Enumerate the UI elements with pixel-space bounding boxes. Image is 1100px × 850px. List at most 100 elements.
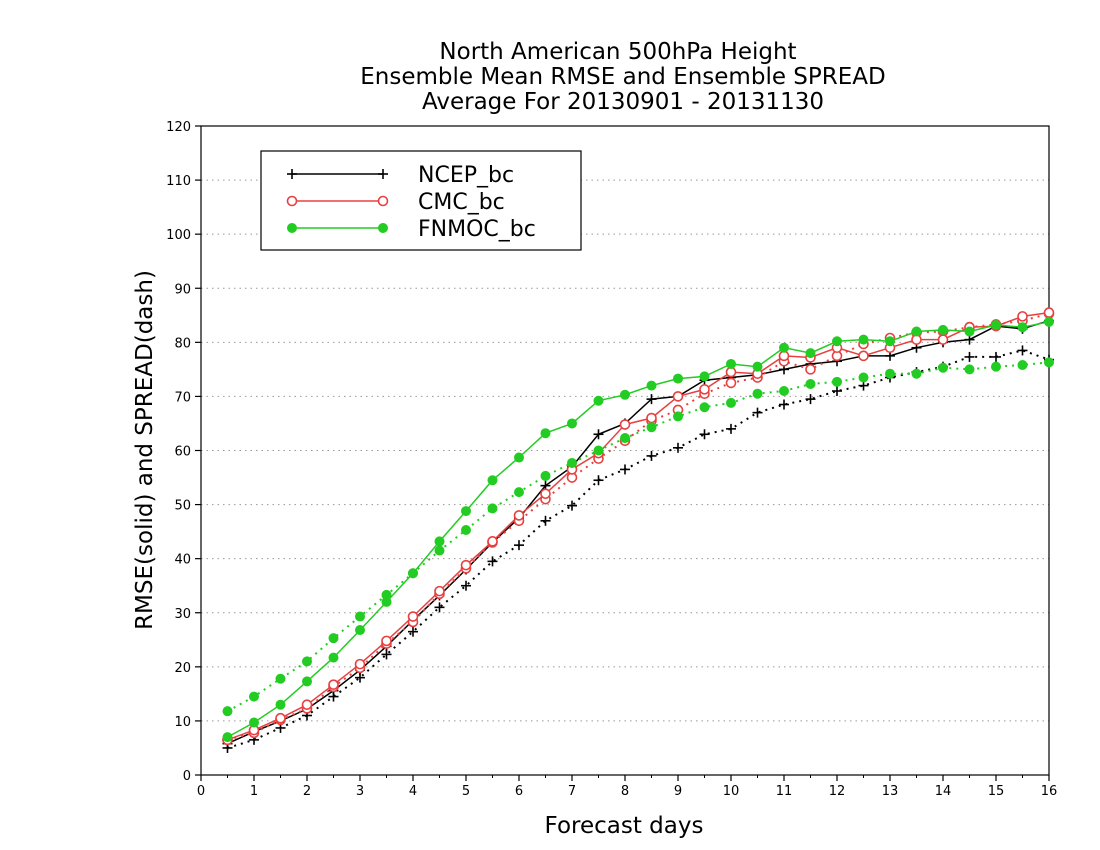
point-fnmoc-bc-rmse: [434, 536, 445, 547]
point-fnmoc-bc-spread: [832, 376, 842, 387]
point-ncep-bc-spread: [540, 515, 551, 526]
point-cmc-bc-rmse: [328, 679, 339, 690]
point-ncep-bc-rmse: [646, 394, 657, 405]
point-ncep-bc-spread: [964, 351, 975, 362]
point-fnmoc-bc-spread: [964, 364, 975, 375]
point-fnmoc-bc-spread: [567, 457, 577, 468]
point-cmc-bc-rmse: [672, 391, 684, 402]
point-fnmoc-bc-rmse: [302, 676, 312, 687]
point-fnmoc-bc-spread: [514, 487, 524, 498]
point-fnmoc-bc-spread: [434, 545, 445, 556]
x-tick-label: 13: [882, 784, 899, 799]
chart-title-line-3: Average For 20130901 - 20131130: [422, 89, 824, 115]
series-fnmoc-bc-rmse: [222, 316, 1054, 743]
series-ncep-bc-spread-line: [227, 349, 1050, 749]
x-tick-label: 0: [197, 784, 205, 799]
x-axis-label: Forecast days: [545, 813, 704, 839]
y-tick-label: 30: [174, 607, 191, 622]
point-ncep-bc-spread: [620, 464, 630, 475]
chart-title-line-2: Ensemble Mean RMSE and Ensemble SPREAD: [360, 64, 885, 90]
x-tick-label: 5: [462, 784, 470, 799]
x-tick-label: 7: [568, 784, 576, 799]
y-tick-label: 20: [174, 661, 191, 676]
point-fnmoc-bc-spread: [885, 368, 895, 379]
x-tick-label: 14: [935, 784, 952, 799]
series-fnmoc-bc-spread-line: [227, 361, 1050, 713]
legend-marker: [378, 223, 388, 233]
point-fnmoc-bc-rmse: [593, 395, 604, 406]
point-fnmoc-bc-rmse: [832, 336, 842, 347]
x-tick-label: 4: [409, 784, 417, 799]
point-fnmoc-bc-spread: [991, 361, 1001, 372]
x-tick-label: 8: [621, 784, 629, 799]
point-fnmoc-bc-spread: [673, 411, 683, 422]
y-tick-label: 110: [166, 174, 191, 189]
y-tick-label: 0: [183, 769, 191, 784]
point-fnmoc-bc-spread: [249, 691, 259, 702]
point-fnmoc-bc-rmse: [752, 361, 763, 372]
point-fnmoc-bc-rmse: [699, 371, 710, 382]
x-tick-label: 6: [515, 784, 523, 799]
point-fnmoc-bc-spread: [328, 633, 339, 644]
point-ncep-bc-rmse: [593, 429, 604, 440]
point-ncep-bc-spread: [726, 423, 736, 434]
point-fnmoc-bc-rmse: [381, 596, 392, 607]
point-cmc-bc-rmse: [858, 350, 869, 362]
point-fnmoc-bc-spread: [275, 673, 286, 684]
point-cmc-bc-spread: [725, 377, 737, 389]
point-cmc-bc-spread: [805, 364, 816, 375]
point-cmc-bc-rmse: [937, 334, 949, 345]
point-fnmoc-bc-rmse: [514, 452, 524, 463]
x-tick-label: 10: [723, 784, 740, 799]
point-cmc-bc-rmse: [275, 712, 286, 724]
point-fnmoc-bc-spread: [355, 611, 365, 622]
point-ncep-bc-spread: [991, 351, 1001, 362]
point-ncep-bc-spread: [593, 475, 604, 486]
point-cmc-bc-rmse: [513, 510, 525, 521]
legend-entry-cmc-bc: CMC_bc: [286, 190, 505, 215]
chart-title-line-1: North American 500hPa Height: [439, 39, 796, 65]
point-fnmoc-bc-rmse: [938, 324, 948, 335]
legend-label-ncep-bc: NCEP_bc: [418, 163, 514, 188]
point-fnmoc-bc-rmse: [805, 348, 816, 359]
point-fnmoc-bc-spread: [938, 362, 948, 373]
point-fnmoc-bc-spread: [302, 656, 312, 667]
point-fnmoc-bc-rmse: [620, 389, 630, 400]
point-cmc-bc-rmse: [407, 611, 419, 622]
x-tick-label: 12: [829, 784, 846, 799]
point-ncep-bc-spread: [646, 450, 657, 461]
series-layer: [222, 307, 1055, 753]
point-ncep-bc-spread: [487, 556, 498, 567]
point-fnmoc-bc-rmse: [991, 320, 1001, 331]
legend-marker: [378, 169, 388, 179]
point-ncep-bc-spread: [1017, 345, 1028, 356]
y-axis-label: RMSE(solid) and SPREAD(dash): [132, 270, 158, 630]
point-cmc-bc-rmse: [699, 384, 710, 395]
point-fnmoc-bc-rmse: [726, 358, 736, 369]
legend-entry-fnmoc-bc: FNMOC_bc: [287, 217, 536, 242]
x-tick-label: 1: [250, 784, 258, 799]
y-tick-label: 80: [174, 336, 191, 351]
point-fnmoc-bc-spread: [726, 397, 736, 408]
y-tick-label: 100: [166, 228, 191, 243]
point-cmc-bc-rmse: [354, 658, 366, 670]
point-fnmoc-bc-spread: [487, 503, 498, 514]
point-fnmoc-bc-spread: [540, 470, 551, 481]
point-ncep-bc-spread: [567, 500, 577, 511]
series-ncep-bc-rmse: [222, 315, 1054, 749]
point-ncep-bc-spread: [752, 407, 763, 418]
point-fnmoc-bc-spread: [222, 706, 233, 717]
x-tick-label: 3: [356, 784, 364, 799]
point-fnmoc-bc-rmse: [646, 380, 657, 391]
point-fnmoc-bc-spread: [461, 525, 471, 536]
point-fnmoc-bc-rmse: [911, 326, 922, 337]
legend-marker: [286, 195, 298, 207]
x-tick-label: 9: [674, 784, 682, 799]
x-tick-label: 11: [776, 784, 793, 799]
point-ncep-bc-spread: [779, 399, 789, 410]
y-tick-label: 120: [166, 120, 191, 135]
grid: [201, 179, 1049, 722]
point-ncep-bc-spread: [461, 580, 471, 591]
point-fnmoc-bc-rmse: [964, 326, 975, 337]
